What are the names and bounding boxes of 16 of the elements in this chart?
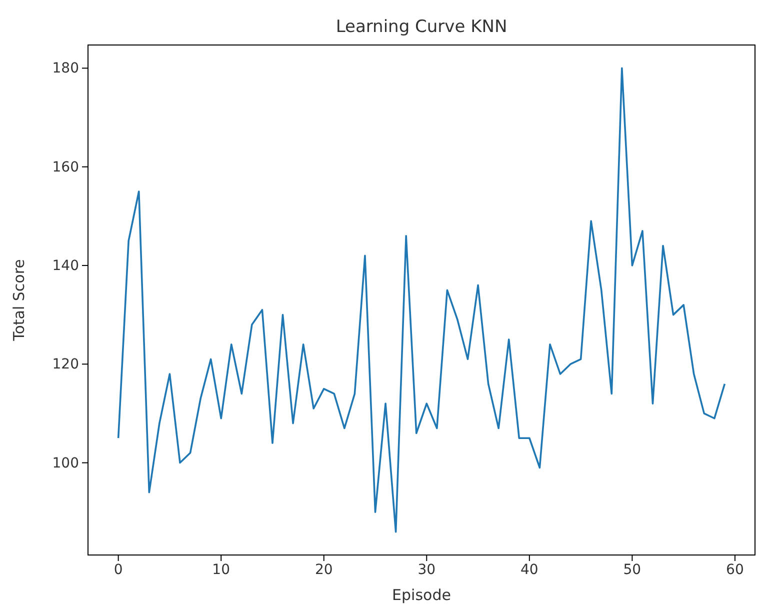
x-tick-label: 50 — [623, 562, 642, 578]
x-tick-label: 10 — [212, 562, 230, 578]
y-tick-label: 100 — [52, 455, 79, 472]
x-tick-label: 60 — [726, 562, 744, 578]
y-tick-label: 160 — [52, 159, 79, 176]
line-series — [117, 67, 726, 533]
y-tick-label: 140 — [52, 258, 79, 274]
x-axis-title: Episode — [392, 586, 451, 604]
x-tick-label: 20 — [314, 562, 333, 578]
y-axis-title: Total Score — [10, 259, 28, 342]
x-tick-label: 0 — [114, 562, 123, 578]
y-tick-label: 120 — [52, 356, 79, 373]
y-tick-label: 180 — [52, 60, 79, 77]
x-tick-label: 40 — [520, 562, 538, 578]
chart-title: Learning Curve KNN — [336, 17, 508, 37]
x-tick-label: 30 — [418, 562, 436, 578]
